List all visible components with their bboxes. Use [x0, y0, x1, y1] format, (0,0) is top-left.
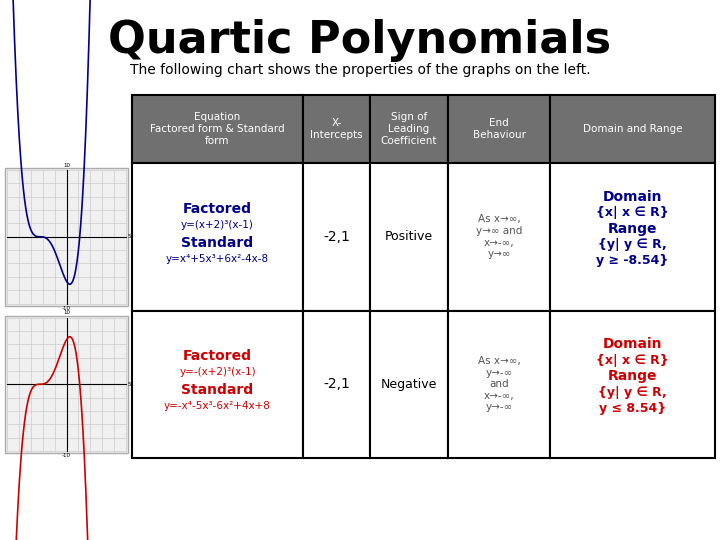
Text: y ≥ -8.54}: y ≥ -8.54} [596, 254, 669, 267]
Text: 10: 10 [63, 163, 70, 168]
Bar [303, 95, 370, 163]
Bar [448, 310, 550, 458]
Text: y=-x⁴-5x³-6x²+4x+8: y=-x⁴-5x³-6x²+4x+8 [164, 401, 271, 411]
Text: Domain: Domain [603, 338, 662, 351]
Text: y=x⁴+5x³+6x²-4x-8: y=x⁴+5x³+6x²-4x-8 [166, 254, 269, 264]
Bar [550, 310, 715, 458]
Text: Quartic Polynomials: Quartic Polynomials [109, 18, 611, 62]
Bar [370, 95, 448, 163]
Bar [448, 163, 550, 310]
Text: {y| y ∈ R,: {y| y ∈ R, [598, 386, 667, 399]
Text: Factored: Factored [183, 202, 252, 216]
Bar [550, 163, 715, 310]
Bar [303, 310, 370, 458]
Text: -10: -10 [62, 453, 71, 458]
Bar [5, 168, 128, 306]
Bar [132, 163, 303, 310]
Text: Domain: Domain [603, 190, 662, 204]
Text: -2,1: -2,1 [323, 230, 350, 244]
Text: Range: Range [608, 222, 657, 236]
Text: -10: -10 [62, 306, 71, 310]
Text: 5: 5 [128, 234, 132, 239]
Text: Range: Range [608, 369, 657, 383]
Bar [550, 95, 715, 163]
Text: End
Behaviour: End Behaviour [472, 118, 526, 140]
Text: -2,1: -2,1 [323, 377, 350, 392]
Text: Standard: Standard [181, 236, 253, 249]
Bar [132, 95, 303, 163]
Text: {y| y ∈ R,: {y| y ∈ R, [598, 238, 667, 251]
Text: Sign of
Leading
Coefficient: Sign of Leading Coefficient [381, 112, 437, 146]
Text: {x| x ∈ R}: {x| x ∈ R} [596, 206, 669, 219]
Text: Equation
Factored form & Standard
form: Equation Factored form & Standard form [150, 112, 285, 146]
Text: y ≤ 8.54}: y ≤ 8.54} [599, 402, 666, 415]
Bar [303, 163, 370, 310]
Text: Standard: Standard [181, 383, 253, 397]
Bar [132, 310, 303, 458]
Text: -5: -5 [0, 382, 1, 387]
Text: Factored: Factored [183, 349, 252, 363]
Bar [370, 163, 448, 310]
Text: -5: -5 [0, 234, 1, 239]
Text: {x| x ∈ R}: {x| x ∈ R} [596, 354, 669, 367]
Text: y=(x+2)³(x-1): y=(x+2)³(x-1) [181, 220, 254, 229]
Bar [370, 310, 448, 458]
Bar [448, 95, 550, 163]
Text: Negative: Negative [381, 378, 437, 391]
Bar [5, 315, 128, 453]
Text: As x→∞,
y→-∞
and
x→-∞,
y→-∞: As x→∞, y→-∞ and x→-∞, y→-∞ [477, 356, 521, 413]
Text: Positive: Positive [385, 230, 433, 243]
Text: Domain and Range: Domain and Range [582, 124, 683, 134]
Text: 5: 5 [128, 382, 132, 387]
Text: As x→∞,
y→∞ and
x→-∞,
y→∞: As x→∞, y→∞ and x→-∞, y→∞ [476, 214, 522, 259]
Text: The following chart shows the properties of the graphs on the left.: The following chart shows the properties… [130, 63, 590, 77]
Text: 10: 10 [63, 310, 70, 315]
Text: X-
Intercepts: X- Intercepts [310, 118, 363, 140]
Text: y=-(x+2)³(x-1): y=-(x+2)³(x-1) [179, 367, 256, 377]
